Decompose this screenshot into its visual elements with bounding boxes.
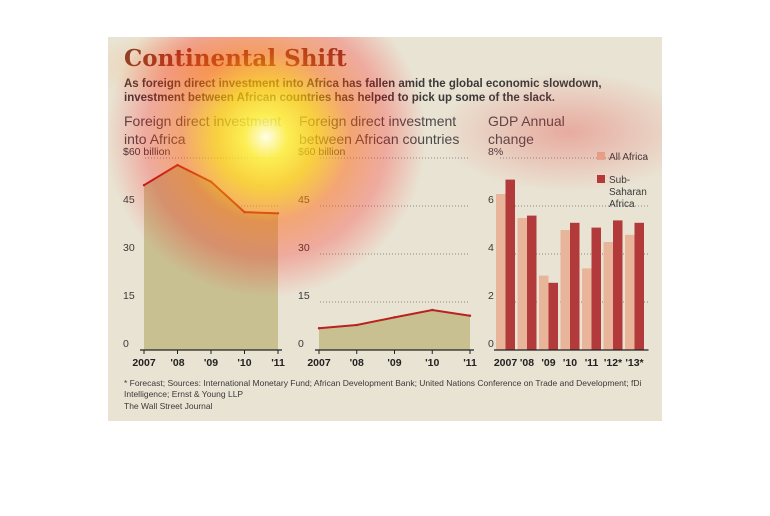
legend-swatch-all-africa [597, 152, 605, 160]
data-point-fdi-intra [355, 323, 358, 327]
y-tick-label-gdp: 2 [488, 290, 494, 302]
area-fill-fdi-africa [144, 165, 278, 350]
x-tick-label-fdi-intra: '10 [425, 357, 439, 369]
x-tick-label-gdp: 2007 [494, 357, 518, 369]
y-tick-label-fdi-intra: 15 [298, 290, 310, 302]
bar-sub-saharan [634, 222, 644, 350]
credit-line: The Wall Street Journal [124, 401, 213, 411]
y-tick-label-fdi-intra: 30 [298, 242, 310, 254]
bar-all-africa [560, 230, 570, 350]
x-tick-label-gdp: '11 [585, 357, 599, 369]
x-tick-label-fdi-africa: '11 [271, 357, 285, 369]
area-fill-fdi-intra [319, 310, 470, 350]
x-tick-label-gdp: '13* [625, 357, 644, 369]
x-tick-label-fdi-intra: '09 [387, 357, 401, 369]
bar-all-africa [603, 242, 613, 350]
data-point-fdi-intra [393, 316, 396, 319]
data-point-fdi-africa [243, 210, 246, 214]
y-tick-label-fdi-intra: 0 [298, 338, 304, 350]
infographic: Continental Shift As foreign direct inve… [108, 37, 662, 421]
y-tick-label-fdi-intra: $60 billion [298, 146, 345, 158]
y-tick-label-fdi-africa: 0 [123, 338, 129, 350]
data-point-fdi-africa [276, 212, 280, 215]
y-tick-label-fdi-intra: 45 [298, 194, 310, 206]
y-tick-label-fdi-africa: 15 [123, 290, 135, 302]
data-point-fdi-africa [209, 180, 213, 183]
bar-all-africa [517, 218, 527, 350]
legend-label-all-africa: All Africa [609, 152, 648, 163]
y-tick-label-gdp: 0 [488, 338, 494, 350]
y-tick-label-fdi-africa: 30 [123, 242, 135, 254]
bar-sub-saharan [527, 215, 537, 350]
footnote: * Forecast; Sources: International Monet… [124, 378, 642, 399]
x-tick-label-fdi-africa: '10 [237, 357, 251, 369]
data-point-fdi-africa [142, 184, 146, 187]
bar-sub-saharan [613, 220, 623, 350]
x-tick-label-gdp: '08 [520, 357, 534, 369]
y-tick-label-gdp: 8% [488, 146, 503, 158]
y-tick-label-fdi-africa: 45 [123, 194, 135, 206]
data-point-fdi-intra [468, 314, 472, 317]
bar-sub-saharan [570, 222, 580, 350]
data-point-fdi-africa [176, 163, 179, 167]
x-tick-label-gdp: '09 [541, 357, 555, 369]
x-tick-label-fdi-africa: '08 [170, 357, 184, 369]
bar-all-africa [496, 194, 506, 350]
x-tick-label-fdi-africa: 2007 [132, 357, 156, 369]
y-tick-label-gdp: 4 [488, 242, 494, 254]
legend-label-sub-saharan: Africa [609, 199, 635, 210]
x-tick-label-fdi-africa: '09 [204, 357, 218, 369]
y-tick-label-gdp: 6 [488, 194, 494, 206]
bar-sub-saharan [591, 227, 601, 350]
x-tick-label-fdi-intra: '08 [350, 357, 364, 369]
x-tick-label-fdi-intra: '11 [463, 357, 477, 369]
bar-all-africa [582, 268, 592, 350]
x-tick-label-gdp: '10 [563, 357, 577, 369]
bar-sub-saharan [548, 282, 558, 350]
bar-all-africa [539, 275, 549, 350]
x-tick-label-fdi-intra: 2007 [307, 357, 331, 369]
data-point-fdi-intra [431, 308, 434, 312]
bar-all-africa [625, 234, 635, 350]
y-tick-label-fdi-africa: $60 billion [123, 146, 170, 158]
data-point-fdi-intra [317, 327, 321, 330]
bar-sub-saharan [505, 179, 515, 350]
legend-label-sub-saharan: Saharan [609, 187, 647, 198]
legend-swatch-sub-saharan [597, 175, 605, 183]
x-tick-label-gdp: '12* [604, 357, 623, 369]
legend-label-sub-saharan: Sub- [609, 175, 630, 186]
